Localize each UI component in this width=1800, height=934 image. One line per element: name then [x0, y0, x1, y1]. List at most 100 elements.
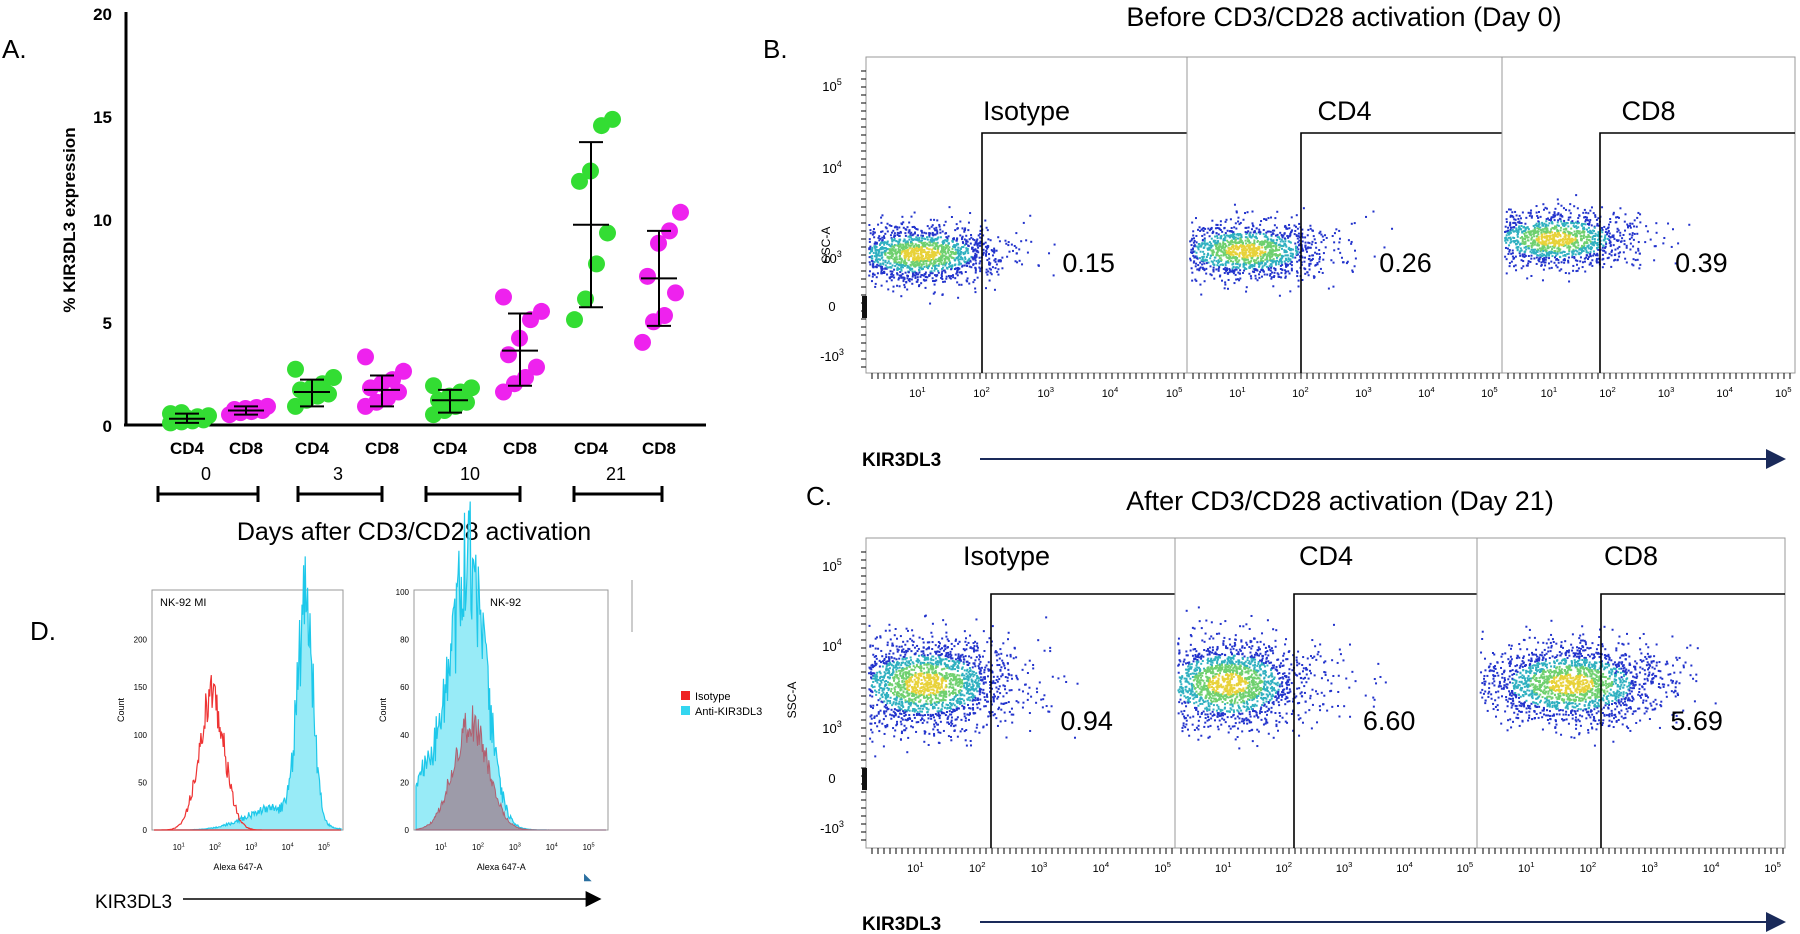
- event-dot: [1592, 229, 1595, 232]
- event-dot: [1524, 234, 1527, 237]
- event-dot: [933, 280, 936, 283]
- event-dot: [1235, 266, 1238, 269]
- event-dot: [1510, 240, 1513, 243]
- event-dot: [1284, 276, 1287, 279]
- event-dot: [1052, 274, 1055, 277]
- event-dot: [1587, 251, 1590, 254]
- event-dot: [930, 251, 933, 254]
- event-dot: [970, 233, 973, 236]
- event-dot: [1284, 272, 1287, 275]
- event-dot: [891, 248, 894, 251]
- event-dot: [946, 666, 949, 669]
- event-dot: [917, 285, 920, 288]
- event-dot: [1605, 242, 1608, 245]
- event-dot: [1235, 244, 1238, 247]
- event-dot: [1235, 268, 1238, 271]
- event-dot: [1597, 246, 1600, 249]
- event-dot: [1633, 219, 1636, 222]
- event-dot: [1573, 256, 1576, 259]
- event-dot: [926, 236, 929, 239]
- event-dot: [1277, 263, 1280, 266]
- event-dot: [1242, 258, 1245, 261]
- event-dot: [947, 247, 950, 250]
- event-dot: [1325, 236, 1328, 239]
- event-dot: [924, 241, 927, 244]
- event-dot: [1583, 242, 1586, 245]
- event-dot: [1279, 259, 1282, 262]
- event-dot: [1248, 247, 1251, 250]
- event-dot: [1301, 232, 1304, 235]
- event-dot: [964, 250, 967, 253]
- event-dot: [979, 232, 982, 235]
- data-point: [533, 302, 550, 320]
- event-dot: [1243, 251, 1246, 254]
- event-dot: [941, 249, 944, 252]
- event-dot: [1286, 234, 1289, 237]
- event-dot: [916, 258, 919, 261]
- event-dot: [1536, 239, 1539, 242]
- event-dot: [1546, 244, 1549, 247]
- event-dot: [1267, 268, 1270, 271]
- event-dot: [1524, 227, 1527, 230]
- event-dot: [905, 245, 908, 248]
- event-dot: [1280, 260, 1283, 263]
- event-dot: [945, 652, 948, 655]
- event-dot: [918, 236, 921, 239]
- event-dot: [1274, 262, 1277, 265]
- event-dot: [934, 248, 937, 251]
- event-dot: [1512, 226, 1515, 229]
- event-dot: [901, 266, 904, 269]
- event-dot: [905, 727, 908, 730]
- event-dot: [1238, 259, 1241, 262]
- event-dot: [1517, 230, 1520, 233]
- event-dot: [982, 676, 985, 679]
- event-dot: [1237, 234, 1240, 237]
- event-dot: [1580, 250, 1583, 253]
- event-dot: [1247, 250, 1250, 253]
- event-dot: [1227, 254, 1230, 257]
- event-dot: [940, 275, 943, 278]
- event-dot: [1556, 221, 1559, 224]
- event-dot: [990, 664, 993, 667]
- event-dot: [917, 244, 920, 247]
- event-dot: [954, 248, 957, 251]
- event-dot: [1256, 247, 1259, 250]
- event-dot: [874, 255, 877, 258]
- event-dot: [1580, 239, 1583, 242]
- event-dot: [886, 706, 889, 709]
- axis-block: [862, 296, 867, 318]
- event-dot: [926, 243, 929, 246]
- event-dot: [1542, 228, 1545, 231]
- tick-label: -103: [820, 347, 844, 364]
- event-dot: [880, 266, 883, 269]
- event-dot: [899, 243, 902, 246]
- data-point: [495, 288, 512, 306]
- event-dot: [971, 247, 974, 250]
- event-dot: [1514, 218, 1517, 221]
- event-dot: [1243, 269, 1246, 272]
- event-dot: [1545, 218, 1548, 221]
- event-dot: [1284, 275, 1287, 278]
- event-dot: [1654, 245, 1657, 248]
- event-dot: [1637, 211, 1640, 214]
- event-dot: [1235, 258, 1238, 261]
- event-dot: [1195, 241, 1198, 244]
- event-dot: [1565, 208, 1568, 211]
- event-dot: [1511, 211, 1514, 214]
- event-dot: [948, 675, 951, 678]
- event-dot: [890, 266, 893, 269]
- event-dot: [1001, 674, 1004, 677]
- event-dot: [958, 261, 961, 264]
- event-dot: [971, 670, 974, 673]
- tick-label: 102: [1292, 385, 1309, 400]
- event-dot: [960, 262, 963, 265]
- event-dot: [897, 250, 900, 253]
- event-dot: [1270, 277, 1273, 280]
- event-dot: [916, 237, 919, 240]
- event-dot: [1543, 243, 1546, 246]
- event-dot: [1278, 260, 1281, 263]
- event-dot: [879, 258, 882, 261]
- event-dot: [970, 236, 973, 239]
- event-dot: [1255, 227, 1258, 230]
- event-dot: [1203, 242, 1206, 245]
